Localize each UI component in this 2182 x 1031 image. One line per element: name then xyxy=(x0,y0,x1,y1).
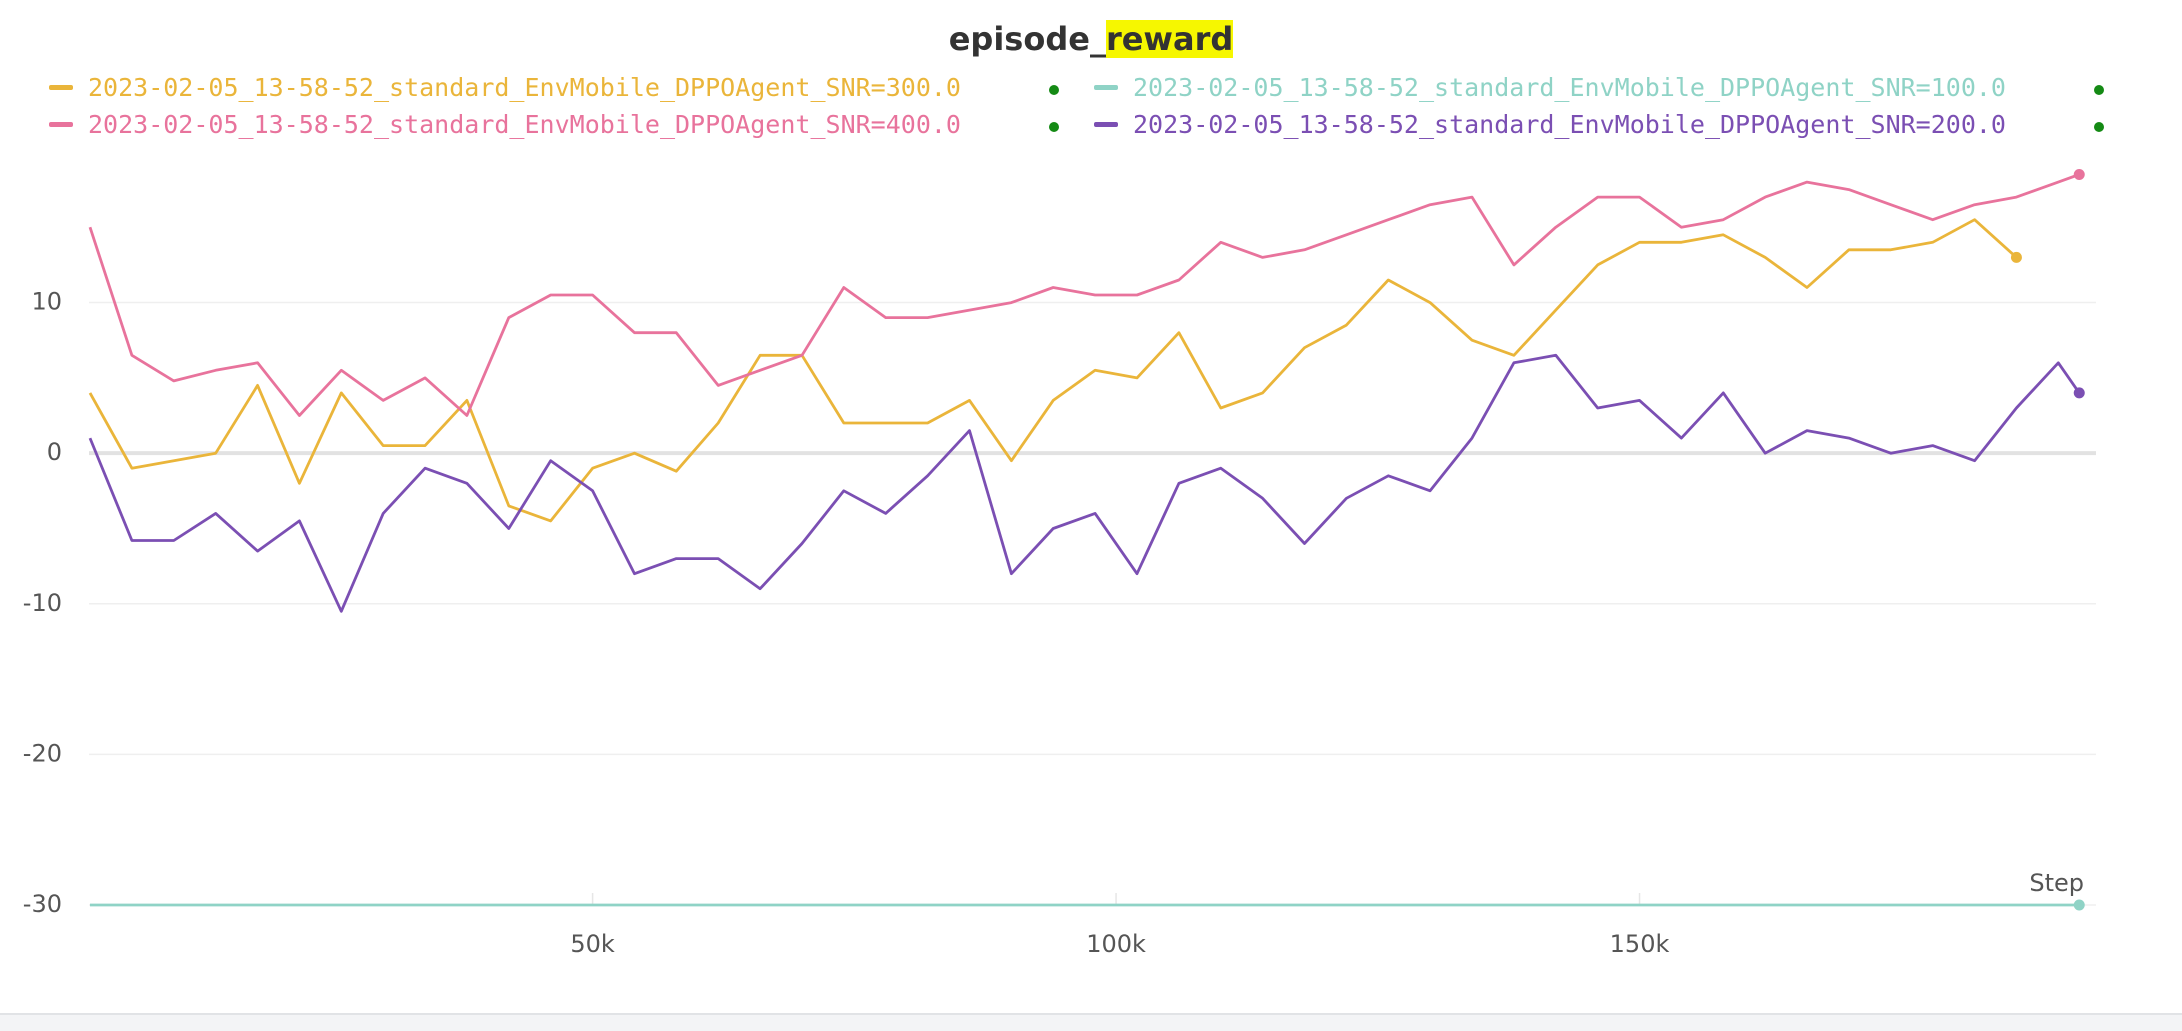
y-tick-label: 0 xyxy=(47,438,62,466)
y-tick-label: -30 xyxy=(23,890,62,918)
y-tick-label: -10 xyxy=(23,589,62,617)
legend-label: 2023-02-05_13-58-52_standard_EnvMobile_D… xyxy=(88,110,961,139)
title-highlight: reward xyxy=(1105,20,1234,58)
legend-swatch xyxy=(1094,85,1118,90)
legend-status xyxy=(2094,122,2104,132)
x-tick-label: 150k xyxy=(1610,930,1670,958)
series-line xyxy=(88,218,2018,523)
legend-status xyxy=(2094,85,2104,95)
x-tick-label: 50k xyxy=(570,930,615,958)
footer-bar xyxy=(0,1013,2182,1031)
series-line xyxy=(88,353,2081,613)
legend-swatch xyxy=(1094,122,1118,127)
legend-label: 2023-02-05_13-58-52_standard_EnvMobile_D… xyxy=(1133,110,2006,139)
end-point xyxy=(2010,251,2022,263)
y-tick-label: -20 xyxy=(23,739,62,767)
chart-title: episode_reward xyxy=(0,20,2182,58)
y-tick-label: 10 xyxy=(31,288,62,316)
legend-label: 2023-02-05_13-58-52_standard_EnvMobile_D… xyxy=(88,73,961,102)
end-point xyxy=(2073,169,2085,181)
end-point xyxy=(2073,387,2085,399)
x-tick-label: 100k xyxy=(1086,930,1146,958)
series-line xyxy=(88,173,2080,417)
legend-swatch xyxy=(49,122,73,127)
x-axis-label: Step xyxy=(2029,869,2084,897)
end-point xyxy=(2073,899,2085,911)
legend-label: 2023-02-05_13-58-52_standard_EnvMobile_D… xyxy=(1133,73,2006,102)
legend-swatch xyxy=(49,85,73,90)
title-text: episode_ xyxy=(948,20,1106,58)
legend-status xyxy=(1049,85,1059,95)
legend-status xyxy=(1049,122,1059,132)
